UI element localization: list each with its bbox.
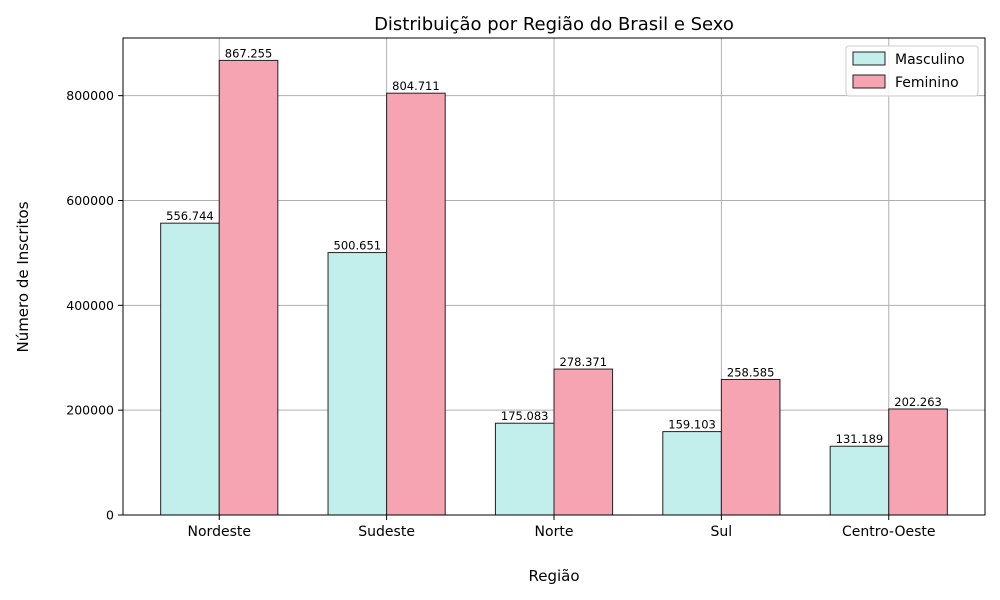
- y-tick-label: 400000: [66, 298, 114, 313]
- bar-value-label-masculino: 556.744: [166, 209, 214, 223]
- y-axis: 0 200000 400000 600000 800000: [66, 88, 123, 523]
- y-tick-label: 200000: [66, 403, 114, 418]
- bar-feminino: [553, 368, 614, 516]
- bar-masculino: [327, 252, 388, 516]
- bar-value-label-feminino: 804.711: [392, 79, 440, 93]
- chart-title: Distribuição por Região do Brasil e Sexo: [374, 14, 734, 35]
- bar-value-label-feminino: 258.585: [727, 365, 775, 379]
- bars: [160, 59, 948, 516]
- x-tick-label: Norte: [535, 524, 574, 540]
- bar-masculino: [662, 431, 722, 516]
- bar-value-label-masculino: 159.103: [668, 418, 716, 432]
- y-tick-label: 600000: [66, 193, 114, 208]
- bar-value-label-masculino: 500.651: [334, 239, 382, 253]
- bar-value-label-feminino: 867.255: [225, 46, 273, 60]
- x-tick-label: Centro-Oeste: [842, 524, 936, 540]
- bar-masculino: [829, 445, 890, 516]
- bar-feminino: [218, 59, 279, 516]
- bar-value-label-feminino: 202.263: [894, 395, 942, 409]
- y-tick-label: 800000: [66, 88, 114, 103]
- x-axis-label: Região: [528, 567, 579, 585]
- bar-feminino: [720, 378, 781, 516]
- x-tick-label: Sudeste: [358, 524, 415, 540]
- y-axis-label: Número de Inscritos: [14, 201, 32, 352]
- legend-label-feminino: Feminino: [895, 75, 959, 91]
- legend: Masculino Feminino: [845, 45, 979, 97]
- x-tick-label: Nordeste: [188, 524, 251, 540]
- bar-feminino: [386, 92, 446, 516]
- legend-label-masculino: Masculino: [895, 52, 965, 68]
- bar-value-label-masculino: 175.083: [501, 409, 549, 423]
- y-tick-label: 0: [106, 508, 114, 523]
- bar-value-labels: 556.744 500.651 175.083 159.103 131.189 867.2…: [166, 46, 942, 446]
- bar-value-label-masculino: 131.189: [836, 432, 884, 446]
- x-tick-label: Sul: [711, 524, 733, 540]
- legend-swatch-feminino: [852, 74, 886, 89]
- bar-masculino: [494, 422, 555, 516]
- bar-value-label-feminino: 278.371: [560, 355, 608, 369]
- x-axis: Nordeste Sudeste Norte Sul Centro-Oeste: [188, 515, 936, 540]
- bar-masculino: [160, 222, 220, 516]
- bar-feminino: [888, 408, 948, 516]
- legend-swatch-masculino: [852, 51, 886, 66]
